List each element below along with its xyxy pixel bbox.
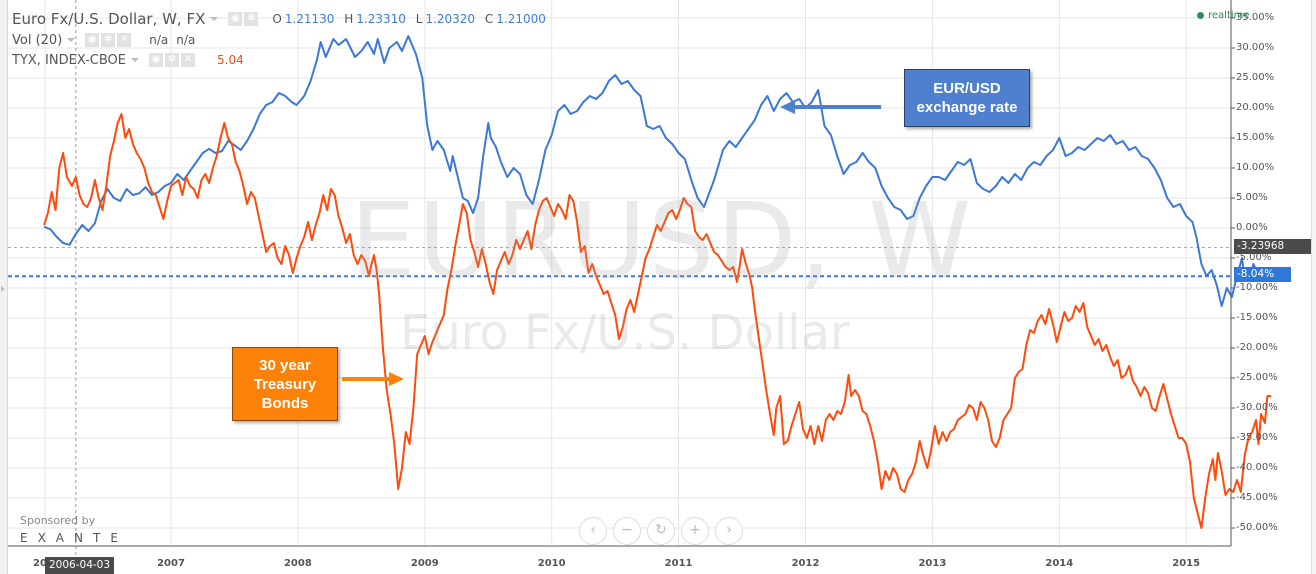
y-tick-label: 20.00% — [1236, 102, 1275, 113]
close-label: C — [484, 12, 494, 26]
gear-icon[interactable]: ✻ — [101, 33, 116, 47]
scroll-right-button[interactable]: › — [715, 517, 743, 545]
crosshair-price-tag: -3.23968 — [1234, 239, 1311, 254]
y-tick-label: 30.00% — [1236, 42, 1275, 53]
x-tick-label: 2012 — [791, 558, 820, 569]
chart-navigation: ‹ − ↻ + › — [579, 517, 743, 545]
annotation-line: EUR/USD — [933, 80, 1001, 97]
sponsor-label: Sponsored by — [20, 514, 96, 527]
sponsor-brand-logo[interactable]: EXANTE — [20, 531, 128, 545]
x-tick-label: 2007 — [157, 558, 185, 569]
high-value: 1.23310 — [356, 12, 406, 26]
y-tick-label: -50.00% — [1236, 522, 1278, 533]
low-label: L — [415, 12, 423, 26]
annotation-line: 30 year — [259, 356, 311, 374]
annotation-line: exchange rate — [916, 99, 1018, 116]
annotation-eurusd: EUR/USD exchange rate — [904, 69, 1030, 127]
expand-panel-icon[interactable] — [1, 286, 5, 292]
y-tick-label: -5.00% — [1236, 252, 1272, 263]
tyx-title[interactable]: TYX, INDEX-CBOE — [12, 52, 126, 68]
legend-tyx: TYX, INDEX-CBOE ◉ ✻ ✕ 5.04 — [12, 50, 552, 70]
series-lines — [43, 35, 1272, 529]
last-price-tag: -8.04% — [1234, 267, 1291, 282]
x-tick-label: 2009 — [410, 558, 439, 569]
watermark-symbol: EURUSD, W — [350, 180, 974, 302]
chevron-down-icon[interactable] — [131, 58, 139, 62]
high-label: H — [344, 12, 354, 26]
volume-value-1: n/a — [149, 33, 169, 47]
ohlc-values: O 1.21130 H 1.23310 L 1.20320 C 1.21000 — [272, 12, 552, 26]
annotation-line: Bonds — [261, 394, 309, 412]
y-tick-label: -15.00% — [1236, 312, 1278, 323]
right-scrollbar[interactable] — [1311, 0, 1316, 574]
y-tick-label: 0.00% — [1236, 222, 1268, 233]
y-tick-label: -35.00% — [1236, 432, 1278, 443]
watermark-name: Euro Fx/U.S. Dollar — [400, 305, 850, 361]
y-tick-label: -20.00% — [1236, 342, 1278, 353]
tyx-value: 5.04 — [217, 53, 244, 67]
x-tick-label: 2010 — [537, 558, 566, 569]
legend-volume: Vol (20) ◉ ✻ ✕ n/a n/a — [12, 30, 552, 50]
zoom-out-button[interactable]: − — [613, 517, 641, 545]
x-tick-label: 2015 — [1172, 558, 1201, 569]
eye-icon[interactable]: ◉ — [85, 33, 100, 47]
y-tick-label: -45.00% — [1236, 492, 1278, 503]
eye-icon[interactable]: ◉ — [228, 12, 243, 26]
x-tick-label: 2011 — [664, 558, 693, 569]
gear-icon[interactable]: ✻ — [165, 53, 179, 67]
open-value: 1.21130 — [284, 12, 335, 26]
volume-title[interactable]: Vol (20) — [12, 32, 63, 48]
symbol-title[interactable]: Euro Fx/U.S. Dollar, W, FX — [12, 10, 206, 28]
reference-lines — [8, 0, 1231, 556]
y-tick-label: 25.00% — [1236, 72, 1275, 83]
left-panel-strip[interactable] — [0, 0, 8, 574]
legend: Euro Fx/U.S. Dollar, W, FX ◉ ✻ O 1.21130 … — [12, 8, 552, 70]
chevron-down-icon[interactable] — [210, 17, 219, 21]
gear-icon[interactable]: ✻ — [244, 12, 259, 26]
close-icon[interactable]: ✕ — [181, 53, 195, 67]
open-label: O — [272, 12, 282, 26]
scroll-left-button[interactable]: ‹ — [579, 517, 607, 545]
y-tick-label: -30.00% — [1236, 402, 1278, 413]
annotation-treasury: 30 year Treasury Bonds — [232, 347, 338, 421]
crosshair-date-tag: 2006-04-03 — [45, 557, 115, 574]
eye-icon[interactable]: ◉ — [149, 53, 163, 67]
y-tick-label: -10.00% — [1236, 282, 1278, 293]
realtime-indicator: realtime — [1197, 10, 1250, 21]
y-tick-label: 5.00% — [1236, 192, 1268, 203]
close-icon[interactable]: ✕ — [117, 33, 132, 47]
reset-button[interactable]: ↻ — [647, 517, 675, 545]
realtime-label: realtime — [1208, 10, 1250, 21]
grid-lines — [8, 0, 1235, 546]
low-value: 1.20320 — [425, 12, 476, 26]
x-tick-label: 2013 — [918, 558, 947, 569]
annotation-line: Treasury — [253, 375, 317, 393]
y-tick-label: -25.00% — [1236, 372, 1278, 383]
y-tick-label: 15.00% — [1236, 132, 1275, 143]
x-tick-label: 2008 — [283, 558, 312, 569]
legend-main-series: Euro Fx/U.S. Dollar, W, FX ◉ ✻ O 1.21130 … — [12, 8, 552, 30]
y-tick-label: -40.00% — [1236, 462, 1278, 473]
zoom-in-button[interactable]: + — [681, 517, 709, 545]
close-value: 1.21000 — [496, 12, 546, 26]
status-dot-icon — [1197, 12, 1204, 19]
volume-value-2: n/a — [176, 33, 196, 47]
annotation-arrows — [342, 100, 881, 386]
y-tick-label: 10.00% — [1236, 162, 1275, 173]
chevron-down-icon[interactable] — [67, 38, 76, 42]
x-label-partial: 20 — [33, 558, 47, 569]
x-tick-label: 2014 — [1045, 558, 1074, 569]
y-tick-label: 35.00% — [1236, 12, 1275, 23]
